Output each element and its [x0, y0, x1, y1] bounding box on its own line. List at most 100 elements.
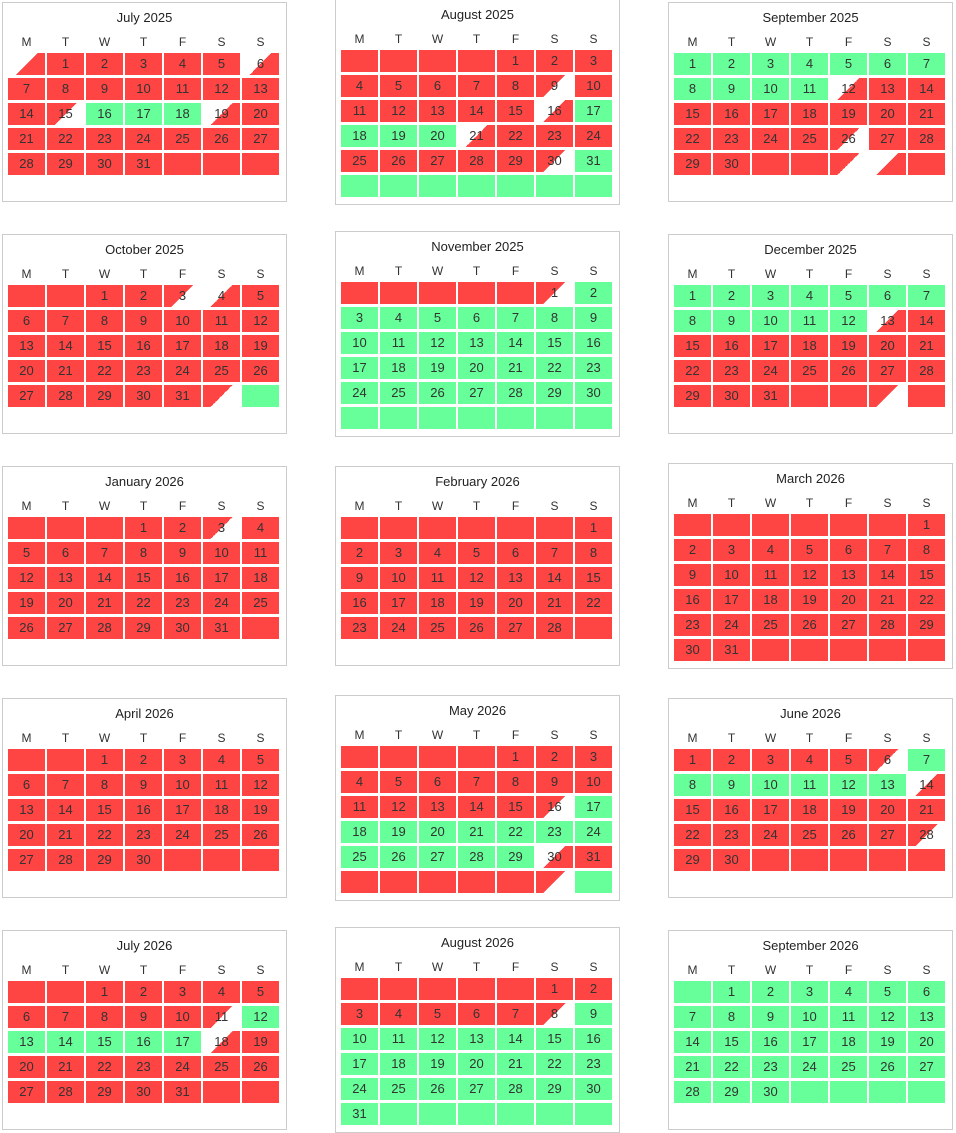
day-cell[interactable]: 12 — [458, 567, 495, 589]
day-cell[interactable]: 18 — [791, 103, 828, 125]
day-cell[interactable]: 13 — [869, 310, 906, 332]
day-cell[interactable]: 8 — [674, 78, 711, 100]
day-cell[interactable]: 4 — [341, 771, 378, 793]
day-cell[interactable]: 28 — [86, 617, 123, 639]
day-cell[interactable]: 12 — [380, 796, 417, 818]
day-cell[interactable]: 20 — [419, 821, 456, 843]
day-cell[interactable]: 2 — [674, 539, 711, 561]
day-cell[interactable]: 1 — [536, 978, 573, 1000]
day-cell[interactable]: 24 — [341, 1078, 378, 1100]
day-cell[interactable]: 8 — [125, 542, 162, 564]
day-cell[interactable]: 3 — [341, 307, 378, 329]
day-cell[interactable]: 25 — [380, 1078, 417, 1100]
day-cell[interactable]: 10 — [164, 310, 201, 332]
day-cell[interactable]: 20 — [869, 335, 906, 357]
day-cell[interactable]: 22 — [674, 824, 711, 846]
day-cell[interactable]: 6 — [830, 539, 867, 561]
day-cell[interactable]: 19 — [458, 592, 495, 614]
day-cell[interactable]: 6 — [458, 1003, 495, 1025]
day-cell[interactable]: 4 — [203, 749, 240, 771]
day-cell[interactable]: 18 — [791, 799, 828, 821]
day-cell[interactable]: 20 — [869, 799, 906, 821]
day-cell[interactable]: 23 — [674, 614, 711, 636]
day-cell[interactable]: 26 — [458, 617, 495, 639]
day-cell[interactable]: 20 — [908, 1031, 945, 1053]
day-cell[interactable]: 16 — [713, 103, 750, 125]
day-cell[interactable]: 13 — [869, 774, 906, 796]
day-cell[interactable]: 20 — [458, 357, 495, 379]
day-cell[interactable]: 19 — [380, 821, 417, 843]
day-cell[interactable]: 31 — [713, 639, 750, 661]
day-cell[interactable]: 3 — [341, 1003, 378, 1025]
day-cell[interactable]: 1 — [47, 53, 84, 75]
day-cell[interactable]: 6 — [458, 307, 495, 329]
day-cell[interactable]: 24 — [752, 128, 789, 150]
day-cell[interactable]: 4 — [380, 1003, 417, 1025]
day-cell[interactable]: 21 — [908, 799, 945, 821]
day-cell[interactable]: 10 — [791, 1006, 828, 1028]
day-cell[interactable]: 10 — [575, 75, 612, 97]
day-cell[interactable]: 8 — [713, 1006, 750, 1028]
day-cell[interactable]: 16 — [713, 799, 750, 821]
day-cell[interactable]: 29 — [674, 153, 711, 175]
day-cell[interactable]: 14 — [869, 564, 906, 586]
day-cell[interactable]: 2 — [713, 53, 750, 75]
day-cell[interactable]: 30 — [713, 153, 750, 175]
day-cell[interactable]: 31 — [125, 153, 162, 175]
day-cell[interactable]: 16 — [536, 100, 573, 122]
day-cell[interactable]: 5 — [380, 771, 417, 793]
day-cell[interactable]: 2 — [575, 282, 612, 304]
day-cell[interactable]: 12 — [830, 310, 867, 332]
day-cell[interactable]: 30 — [575, 382, 612, 404]
day-cell[interactable]: 18 — [791, 335, 828, 357]
day-cell[interactable]: 21 — [536, 592, 573, 614]
day-cell[interactable]: 1 — [908, 514, 945, 536]
day-cell[interactable]: 22 — [674, 360, 711, 382]
day-cell[interactable]: 14 — [458, 100, 495, 122]
day-cell[interactable]: 29 — [497, 846, 534, 868]
day-cell[interactable]: 28 — [497, 1078, 534, 1100]
day-cell[interactable]: 24 — [575, 821, 612, 843]
day-cell[interactable]: 6 — [869, 749, 906, 771]
day-cell[interactable]: 21 — [908, 103, 945, 125]
day-cell[interactable]: 7 — [47, 774, 84, 796]
day-cell[interactable]: 6 — [419, 75, 456, 97]
day-cell[interactable]: 2 — [713, 285, 750, 307]
day-cell[interactable]: 28 — [458, 150, 495, 172]
day-cell[interactable]: 22 — [497, 125, 534, 147]
day-cell[interactable]: 28 — [908, 824, 945, 846]
day-cell[interactable]: 26 — [8, 617, 45, 639]
day-cell[interactable]: 10 — [341, 332, 378, 354]
day-cell[interactable]: 12 — [791, 564, 828, 586]
day-cell[interactable]: 18 — [203, 799, 240, 821]
day-cell[interactable]: 13 — [908, 1006, 945, 1028]
day-cell[interactable]: 17 — [752, 103, 789, 125]
day-cell[interactable]: 5 — [830, 749, 867, 771]
day-cell[interactable]: 14 — [86, 567, 123, 589]
day-cell[interactable]: 29 — [908, 614, 945, 636]
day-cell[interactable]: 21 — [8, 128, 45, 150]
day-cell[interactable]: 9 — [536, 75, 573, 97]
day-cell[interactable]: 1 — [86, 285, 123, 307]
day-cell[interactable]: 1 — [575, 517, 612, 539]
day-cell[interactable]: 17 — [203, 567, 240, 589]
day-cell[interactable]: 9 — [752, 1006, 789, 1028]
day-cell[interactable]: 28 — [908, 128, 945, 150]
day-cell[interactable]: 15 — [497, 796, 534, 818]
day-cell[interactable]: 15 — [125, 567, 162, 589]
day-cell[interactable]: 23 — [752, 1056, 789, 1078]
day-cell[interactable]: 11 — [830, 1006, 867, 1028]
day-cell[interactable]: 25 — [203, 360, 240, 382]
day-cell[interactable]: 19 — [380, 125, 417, 147]
day-cell[interactable]: 23 — [125, 360, 162, 382]
day-cell[interactable]: 3 — [752, 285, 789, 307]
day-cell[interactable]: 11 — [242, 542, 279, 564]
day-cell[interactable]: 8 — [908, 539, 945, 561]
day-cell[interactable]: 17 — [164, 1031, 201, 1053]
day-cell[interactable]: 6 — [8, 774, 45, 796]
day-cell[interactable]: 19 — [242, 335, 279, 357]
day-cell[interactable]: 19 — [830, 799, 867, 821]
day-cell[interactable]: 10 — [164, 774, 201, 796]
day-cell[interactable]: 26 — [830, 360, 867, 382]
day-cell[interactable]: 5 — [242, 285, 279, 307]
